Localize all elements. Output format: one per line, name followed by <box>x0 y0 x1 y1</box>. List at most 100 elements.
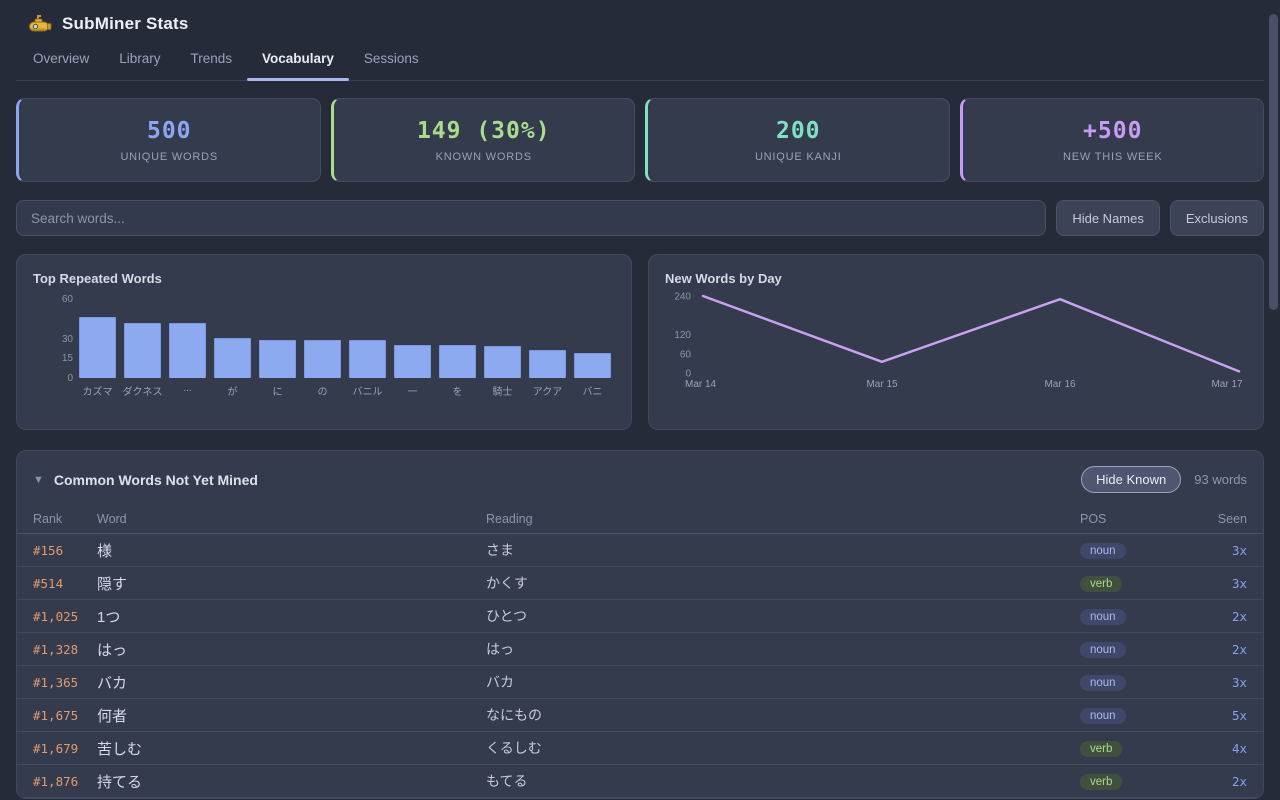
bar-rect[interactable] <box>349 340 386 378</box>
cell-seen: 3x <box>1231 542 1247 558</box>
cell-word: 様 <box>97 542 113 560</box>
col-header-reading: Reading <box>486 511 533 526</box>
table-row[interactable]: #1,328 はっ はっ noun 2x <box>17 633 1263 666</box>
collapse-triangle-icon[interactable]: ▼ <box>33 473 44 486</box>
line-chart-card: New Words by Day 0 60 120 240 Mar 14 Mar 15 Ma… <box>648 254 1264 430</box>
pos-badge-noun: noun <box>1080 675 1126 691</box>
hide-names-button[interactable]: Hide Names <box>1056 200 1160 236</box>
tab-vocabulary[interactable]: Vocabulary <box>247 51 349 81</box>
bar-xlabel: に <box>272 387 283 398</box>
pos-badge-verb: verb <box>1080 774 1123 790</box>
search-input[interactable] <box>16 200 1047 236</box>
tab-trends[interactable]: Trends <box>190 51 233 66</box>
cell-seen: 4x <box>1231 740 1247 756</box>
bar-xlabel: が <box>227 387 238 398</box>
bar-カズマ: カズマ <box>79 299 116 398</box>
stat-label: UNIQUE KANJI <box>754 150 842 163</box>
tab-library[interactable]: Library <box>119 51 161 66</box>
pos-badge-noun: noun <box>1080 543 1126 559</box>
bar-ytick-15: 15 <box>61 353 73 365</box>
bar-xlabel: バニル <box>352 387 383 398</box>
line-xlabel: Mar 15 <box>866 379 898 390</box>
cell-word: 何者 <box>97 707 128 725</box>
bar-xlabel: 騎士 <box>492 387 513 398</box>
bar-rect[interactable] <box>304 340 341 378</box>
cell-word: 持てる <box>97 773 143 791</box>
tab-overview[interactable]: Overview <box>33 51 90 66</box>
cell-reading: くるしむ <box>486 740 542 756</box>
line-ytick-120: 120 <box>674 330 691 341</box>
cell-word: 1つ <box>97 608 121 626</box>
line-ytick-240: 240 <box>674 292 691 303</box>
cell-rank: #1,328 <box>33 641 79 657</box>
bar-chart-card: Top Repeated Words 0 15 30 60 カズマ ダクネス... が に の… <box>16 254 632 430</box>
stat-card-0: 500 UNIQUE WORDS <box>16 98 321 182</box>
cell-word: 隠す <box>97 575 128 593</box>
bar-rect[interactable] <box>259 340 296 378</box>
cell-seen: 2x <box>1231 608 1247 624</box>
line-xlabel: Mar 14 <box>685 379 717 390</box>
tab-sessions[interactable]: Sessions <box>363 51 419 66</box>
pos-badge-verb: verb <box>1080 576 1123 592</box>
pos-badge-noun: noun <box>1080 609 1126 625</box>
table-row[interactable]: #1,675 何者 なにもの noun 5x <box>17 699 1263 732</box>
bar-chart-y-axis: 0 15 30 60 <box>33 294 79 384</box>
stat-label: UNIQUE WORDS <box>120 150 219 163</box>
cell-rank: #1,679 <box>33 740 79 756</box>
bar-一: 一 <box>394 299 431 398</box>
bar-rect[interactable] <box>439 345 476 378</box>
cell-rank: #1,876 <box>33 773 79 789</box>
table-row[interactable]: #1,679 苦しむ くるしむ verb 4x <box>17 732 1263 765</box>
stat-value: 200 <box>775 117 821 144</box>
stat-card-1: 149 (30%) KNOWN WORDS <box>330 98 635 182</box>
cell-rank: #1,365 <box>33 674 79 690</box>
table-row[interactable]: #156 様 さま noun 3x <box>17 534 1263 567</box>
bar-を: を <box>439 299 476 398</box>
bar-xlabel: の <box>317 387 328 398</box>
bar-バニ: バニ <box>574 299 611 398</box>
scrollbar-thumb[interactable] <box>1269 14 1278 310</box>
stat-label: NEW THIS WEEK <box>1063 150 1163 163</box>
bar-ダクネス: ダクネス <box>123 299 163 398</box>
table-row[interactable]: #1,365 バカ バカ noun 3x <box>17 666 1263 699</box>
bar-rect[interactable] <box>214 338 251 378</box>
stat-value: 149 (30%) <box>416 117 551 144</box>
stat-card-3: +500 NEW THIS WEEK <box>959 98 1264 182</box>
common-words-section: ▼ Common Words Not Yet Mined Hide Known … <box>16 450 1264 799</box>
stat-card-2: 200 UNIQUE KANJI <box>645 98 950 182</box>
table-row[interactable]: #1,025 1つ ひとつ noun 2x <box>17 600 1263 633</box>
cell-rank: #514 <box>33 575 64 591</box>
bar-xlabel: ... <box>183 383 192 394</box>
line-xlabel: Mar 16 <box>1044 379 1076 390</box>
bar-...: ... <box>169 299 206 394</box>
line-chart-title: New Words by Day <box>665 271 782 286</box>
bar-rect[interactable] <box>394 345 431 378</box>
table-title: Common Words Not Yet Mined <box>53 471 258 488</box>
pos-badge-noun: noun <box>1080 642 1126 658</box>
bar-の: の <box>304 299 341 398</box>
bar-rect[interactable] <box>124 323 161 378</box>
table-column-headers: Rank Word Reading POS Seen <box>17 504 1263 534</box>
exclusions-button[interactable]: Exclusions <box>1169 200 1264 236</box>
bar-rect[interactable] <box>79 317 116 378</box>
bar-xlabel: バニ <box>582 387 603 398</box>
cell-reading: もてる <box>486 773 528 789</box>
table-body: #156 様 さま noun 3x #514 隠す かくす verb 3x #1,025 1つ ひとつ n… <box>17 534 1263 798</box>
cell-rank: #1,025 <box>33 608 79 624</box>
col-header-word: Word <box>97 511 127 526</box>
bar-rect[interactable] <box>574 353 611 378</box>
cell-word: はっ <box>97 641 128 659</box>
bar-rect[interactable] <box>169 323 206 378</box>
bar-rect[interactable] <box>529 350 566 378</box>
app-title: SubMiner Stats <box>62 14 189 33</box>
cell-reading: さま <box>486 542 514 558</box>
bar-rect[interactable] <box>484 346 521 378</box>
hide-known-button[interactable]: Hide Known <box>1081 466 1182 493</box>
scrollbar-track <box>1268 0 1280 800</box>
bar-xlabel: カズマ <box>82 387 113 398</box>
table-row[interactable]: #514 隠す かくす verb 3x <box>17 567 1263 600</box>
table-row[interactable]: #1,876 持てる もてる verb 2x <box>17 765 1263 798</box>
tab-bar: Overview Library Trends Vocabulary Sessions <box>16 51 1264 81</box>
bar-xlabel: を <box>452 387 463 398</box>
